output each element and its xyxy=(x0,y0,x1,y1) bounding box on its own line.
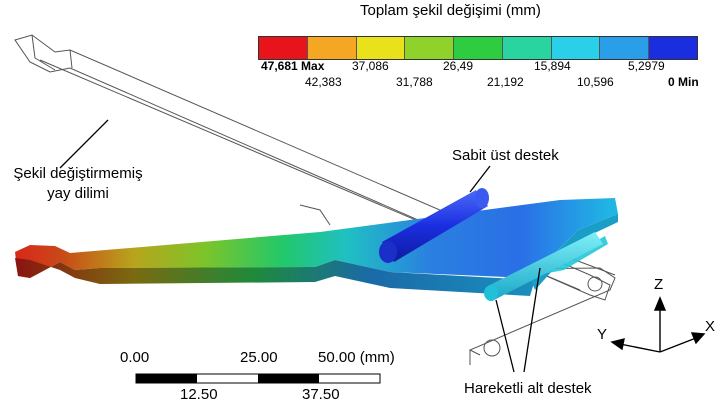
legend-color-segment xyxy=(648,37,698,59)
leader-lines xyxy=(59,119,541,373)
legend-tick-lower: 42,383 xyxy=(305,75,342,89)
legend-tick-upper: 5,2979 xyxy=(628,59,665,73)
scale-label-bottom: 37.50 xyxy=(302,386,340,403)
legend-tick-upper: 37,086 xyxy=(352,59,389,73)
scale-label-top: 25.00 xyxy=(240,349,278,366)
moving-support-label: Hareketli alt destek xyxy=(464,380,592,397)
scale-label-top: 0.00 xyxy=(120,349,150,366)
legend-tick-upper: 15,894 xyxy=(534,59,571,73)
legend-tick-lower: 10,596 xyxy=(577,75,614,89)
support-wireframe-circles xyxy=(483,276,603,357)
fixed-upper-support xyxy=(379,188,489,263)
legend-colorbar xyxy=(258,36,698,60)
axis-label-y: Y xyxy=(597,326,608,343)
legend-color-segment xyxy=(453,37,502,59)
axis-triad xyxy=(610,296,706,353)
moving-lower-support xyxy=(484,232,603,301)
legend-tick-min: 0 Min xyxy=(668,75,699,89)
legend-tick-lower: 21,192 xyxy=(487,75,524,89)
legend-color-segment xyxy=(501,37,551,59)
legend-tick-upper: 26,49 xyxy=(443,59,474,73)
legend-title: Toplam şekil değişimi (mm) xyxy=(360,2,541,19)
axis-label-x: X xyxy=(705,318,716,335)
undeformed-label-line1: Şekil değiştirmemiş xyxy=(13,165,143,182)
legend-tick-max: 47,681 Max xyxy=(261,59,325,73)
legend-color-segment xyxy=(355,37,405,59)
undeformed-label-line2: yay dilimi xyxy=(47,185,109,202)
scale-label-bottom: 12.50 xyxy=(180,386,218,403)
legend-color-segment xyxy=(404,37,454,59)
scale-label-top: 50.00 (mm) xyxy=(318,349,395,366)
legend-color-segment xyxy=(599,37,649,59)
fixed-support-label: Sabit üst destek xyxy=(452,147,559,164)
legend-color-segment xyxy=(306,37,356,59)
legend-color-segment xyxy=(550,37,600,59)
legend-color-segment xyxy=(259,37,307,59)
scale-bar xyxy=(135,373,381,384)
axis-label-z: Z xyxy=(654,276,664,293)
legend-tick-lower: 31,788 xyxy=(396,75,433,89)
